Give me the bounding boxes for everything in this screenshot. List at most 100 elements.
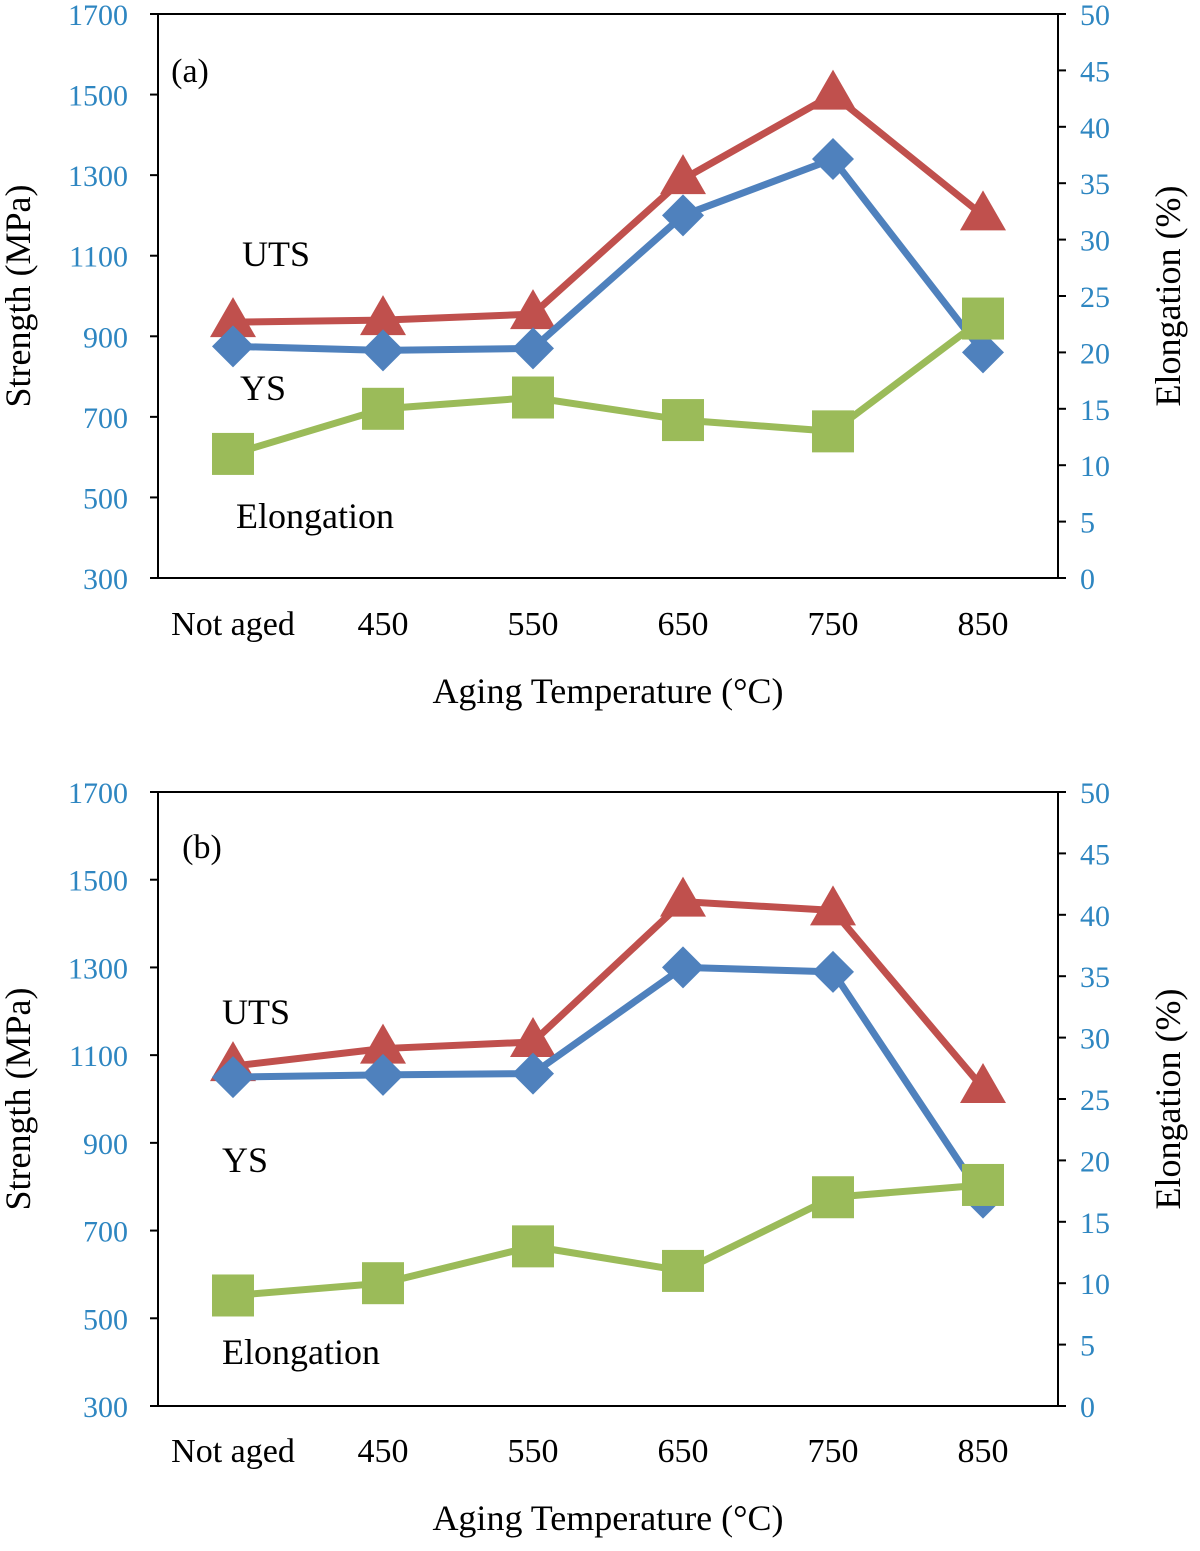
annotation-ys: YS [222,1140,268,1180]
uts-marker [810,69,856,110]
uts-marker [360,1023,406,1064]
y-axis-title: Strength (MPa) [0,988,38,1211]
panel-label: (a) [171,53,209,90]
y-tick-label: 1100 [69,1040,128,1073]
y2-tick-label: 40 [1080,900,1110,933]
series-ys [212,946,1004,1219]
elongation-marker [812,1176,854,1219]
ys-marker [812,138,854,181]
y-tick-label: 500 [83,482,128,515]
y2-tick-label: 15 [1080,1207,1110,1240]
uts-marker [510,289,556,330]
ys-marker [212,325,254,368]
x-axis-title: Aging Temperature (°C) [432,671,783,711]
x-tick-label: 750 [808,1433,859,1470]
x-tick-label: 650 [658,1433,709,1470]
ys-marker [962,331,1004,374]
y-tick-label: 1100 [69,241,128,274]
y2-tick-label: 25 [1080,281,1110,314]
ys-marker [812,950,854,993]
y2-tick-label: 50 [1080,0,1110,32]
elongation-marker [512,376,554,419]
y-tick-label: 1300 [68,952,128,985]
y2-tick-label: 20 [1080,1145,1110,1178]
y-tick-label: 1500 [68,80,128,113]
y2-tick-label: 35 [1080,168,1110,201]
series-elongation [212,297,1004,475]
x-tick-label: 450 [358,606,409,643]
x-tick-label: 550 [508,1433,559,1470]
y-tick-label: 1500 [68,865,128,898]
y2-tick-label: 20 [1080,337,1110,370]
y2-tick-label: 10 [1080,1268,1110,1301]
uts-line [232,898,986,1091]
y2-tick-label: 30 [1080,225,1110,258]
elongation-marker [962,1163,1004,1206]
x-tick-label: Not aged [171,606,295,643]
uts-marker [960,190,1006,231]
series-uts [210,69,1006,338]
y2-tick-label: 15 [1080,394,1110,427]
x-tick-label: 650 [658,606,709,643]
plot-frame [157,791,1059,1407]
uts-line [232,91,986,326]
y2-tick-label: 0 [1080,563,1095,596]
ys-marker [662,946,704,989]
y-tick-label: 700 [83,1216,128,1249]
y2-tick-label: 30 [1080,1023,1110,1056]
y-tick-label: 900 [83,1128,128,1161]
y2-tick-label: 10 [1080,450,1110,483]
elongation-marker [212,1274,254,1317]
elongation-marker [962,297,1004,340]
y2-tick-label: 45 [1080,55,1110,88]
y-tick-label: 1700 [68,777,128,810]
x-tick-label: 850 [958,1433,1009,1470]
uts-marker [510,1016,556,1057]
y2-tick-label: 40 [1080,112,1110,145]
elongation-marker [362,1262,404,1305]
uts-marker [360,295,406,336]
plot-frame [157,13,1059,579]
y2-axis-title: Elongation (%) [1148,186,1188,407]
series-elongation [212,1163,1004,1317]
annotation-ys: YS [240,368,286,408]
ys-marker [212,1056,254,1099]
elongation-marker [512,1225,554,1268]
elongation-marker [212,432,254,475]
y-tick-label: 1300 [68,160,128,193]
y-tick-label: 900 [83,321,128,354]
uts-marker [810,885,856,926]
chart-panel-a: 300 500 700 900 1100 1300 1500 1700 0 5 10 15 20 25 30… [0,0,1188,711]
x-tick-label: 550 [508,606,559,643]
uts-marker [660,876,706,917]
y2-tick-label: 0 [1080,1391,1095,1424]
ys-marker [662,194,704,237]
x-tick-label: 450 [358,1433,409,1470]
x-tick-label: 750 [808,606,859,643]
y2-tick-label: 35 [1080,961,1110,994]
y2-tick-label: 5 [1080,1330,1095,1363]
y-tick-label: 500 [83,1303,128,1336]
ys-line [232,155,986,355]
annotation-uts: UTS [222,992,290,1032]
chart-panel-b: 300 500 700 900 1100 1300 1500 1700 0 5 10 15 20 25 30… [0,777,1188,1538]
x-tick-label: Not aged [171,1433,295,1470]
y2-tick-label: 50 [1080,777,1110,810]
ys-marker [362,329,404,372]
uts-marker [960,1063,1006,1104]
elongation-line [232,1181,984,1299]
elongation-line [231,315,986,458]
y-tick-label: 300 [83,563,128,596]
x-tick-label: 850 [958,606,1009,643]
y-tick-label: 300 [83,1391,128,1424]
annotation-uts: UTS [242,234,310,274]
y2-axis-title: Elongation (%) [1148,989,1188,1210]
ys-marker [512,327,554,370]
y2-tick-label: 25 [1080,1084,1110,1117]
y-axis-title: Strength (MPa) [0,185,38,408]
uts-marker [660,154,706,195]
annotation-elongation: Elongation [222,1332,380,1372]
series-uts [210,876,1006,1104]
y-tick-label: 700 [83,402,128,435]
